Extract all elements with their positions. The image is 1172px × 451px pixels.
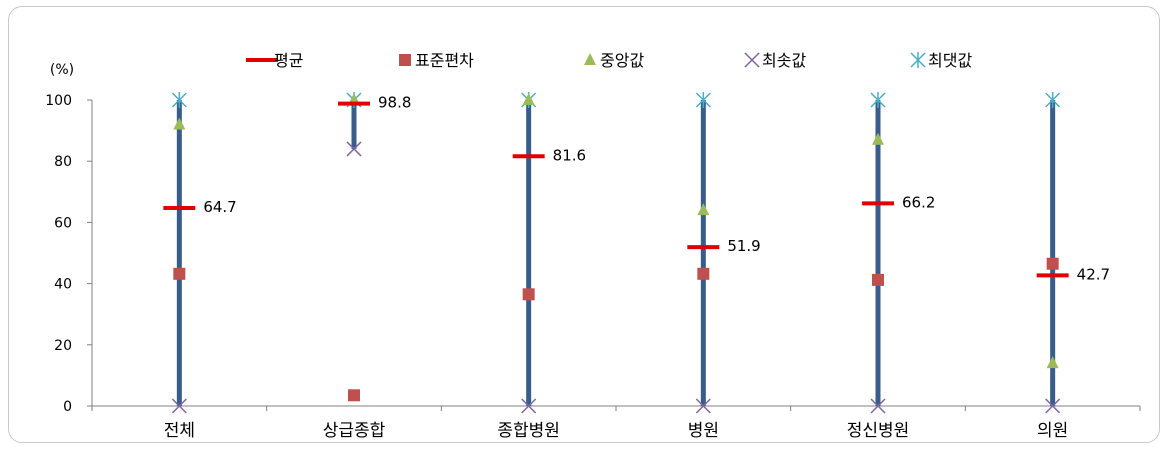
mean-data-label: 98.8 — [378, 94, 411, 112]
min-point — [695, 398, 711, 414]
mean-data-label: 66.2 — [902, 193, 935, 211]
mean-data-label: 81.6 — [553, 146, 586, 164]
x-tick-label: 정신병원 — [847, 421, 910, 441]
legend-label: 중앙값 — [600, 51, 644, 70]
min-point — [521, 398, 537, 414]
stddev-point — [522, 288, 535, 301]
max-point — [695, 92, 711, 108]
median-point — [522, 93, 535, 105]
mean-data-label: 42.7 — [1077, 265, 1110, 283]
y-tick-label: 20 — [54, 338, 72, 354]
min-point — [1045, 398, 1061, 414]
stddev-point — [173, 267, 186, 280]
legend-label: 표준편차 — [415, 51, 474, 70]
mean-data-label: 51.9 — [727, 237, 760, 255]
y-tick-label: 60 — [54, 215, 72, 231]
x-tick-label: 병원 — [688, 421, 719, 441]
stddev-point — [872, 273, 884, 286]
median-point — [697, 203, 710, 216]
median-point — [1046, 356, 1059, 369]
legend-label: 최솟값 — [762, 51, 806, 70]
max-point — [870, 92, 886, 108]
max-point — [1045, 92, 1061, 108]
y-tick-label: 80 — [54, 154, 72, 170]
median-point — [872, 132, 884, 145]
min-point — [171, 398, 187, 414]
legend-label: 최댓값 — [928, 51, 972, 70]
legend-marker — [744, 52, 760, 68]
x-tick-label: 전체 — [164, 421, 195, 441]
min-point — [346, 141, 362, 157]
y-axis-label: (%) — [50, 62, 74, 78]
x-tick-label: 의원 — [1037, 421, 1068, 441]
mean-data-label: 64.7 — [203, 198, 236, 216]
y-tick-label: 40 — [54, 277, 72, 293]
y-tick-label: 100 — [45, 93, 72, 109]
x-tick-label: 상급종합 — [323, 421, 386, 441]
stddev-point — [697, 267, 710, 280]
legend-label: 평균 — [274, 51, 303, 70]
legend-marker — [910, 52, 926, 68]
x-tick-label: 종합병원 — [497, 421, 560, 441]
median-point — [173, 117, 186, 130]
chart-frame — [8, 6, 1160, 443]
legend-marker — [399, 54, 411, 66]
y-tick-label: 0 — [63, 399, 72, 415]
stddev-point — [348, 389, 360, 402]
stddev-point — [1046, 257, 1059, 270]
legend-marker — [584, 53, 596, 65]
max-point — [171, 92, 187, 108]
min-point — [870, 398, 886, 414]
